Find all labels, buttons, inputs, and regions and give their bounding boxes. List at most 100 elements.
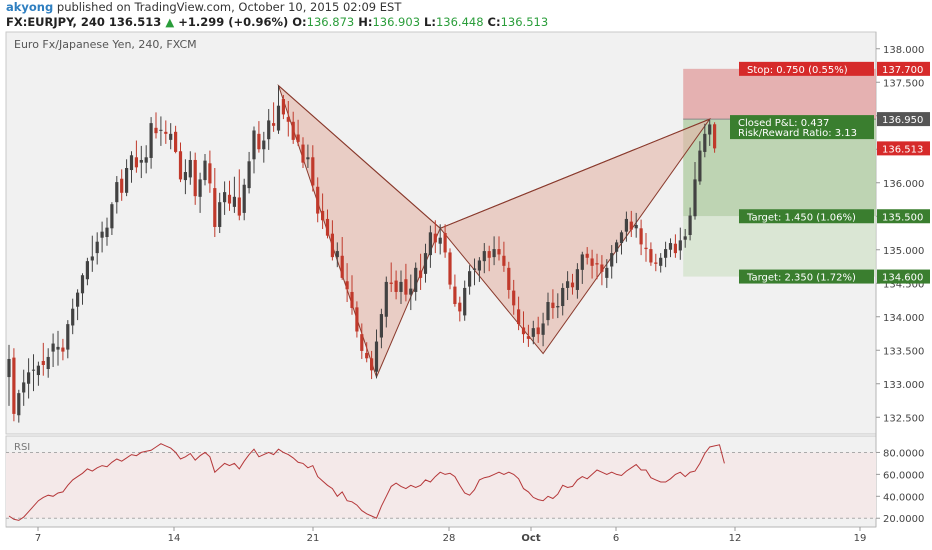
- candle-body: [477, 260, 481, 271]
- author-name[interactable]: akyong: [6, 0, 54, 14]
- candle-body: [394, 280, 398, 292]
- candle-body: [703, 133, 707, 152]
- candle: [546, 292, 550, 326]
- candle: [134, 140, 138, 173]
- candle-body: [80, 275, 85, 294]
- candle: [267, 109, 271, 150]
- candle-body: [188, 159, 192, 178]
- candle-body: [51, 343, 55, 352]
- candle: [272, 102, 276, 132]
- candle: [570, 273, 575, 295]
- candle: [144, 145, 148, 174]
- candle-body: [345, 281, 349, 290]
- candle-body: [512, 290, 516, 306]
- candle: [46, 348, 50, 378]
- candle-body: [178, 151, 183, 180]
- candle-body: [404, 279, 408, 295]
- candle: [159, 116, 163, 146]
- candle: [492, 236, 496, 266]
- candle: [644, 233, 648, 262]
- candle-body: [668, 243, 673, 250]
- x-tick-label: 21: [307, 533, 320, 544]
- candle-body: [409, 288, 413, 295]
- candle: [683, 228, 687, 248]
- candle: [335, 242, 339, 268]
- candle-body: [585, 253, 589, 258]
- candle-body: [487, 251, 491, 258]
- price-value-text: 135.500: [882, 212, 923, 223]
- price-label-text: Target: 2.350 (1.72%): [746, 273, 856, 284]
- y-tick-label: 136.000: [883, 179, 924, 190]
- candle: [276, 85, 281, 134]
- candle: [291, 111, 295, 144]
- candle-body: [570, 282, 575, 288]
- candle-body: [482, 251, 486, 262]
- candle-body: [619, 232, 624, 244]
- candle-body: [56, 346, 60, 350]
- candle: [237, 169, 241, 221]
- candle: [169, 123, 173, 150]
- price-value-tag: [877, 269, 930, 284]
- candle-body: [526, 336, 530, 339]
- candle-body: [159, 129, 163, 131]
- candle: [423, 243, 428, 283]
- high-value: 136.903: [372, 15, 421, 29]
- rsi-tick-label: 80.0000: [883, 448, 924, 459]
- candle: [649, 242, 653, 266]
- candle: [110, 202, 114, 236]
- candle-body: [41, 360, 45, 365]
- candles: [7, 85, 717, 423]
- candle: [247, 151, 251, 194]
- candle: [566, 271, 570, 300]
- candle: [365, 342, 369, 363]
- price-label-text: Stop: 0.750 (0.55%): [747, 65, 848, 76]
- candle: [556, 293, 560, 319]
- candle: [678, 227, 682, 260]
- candle-body: [374, 341, 379, 372]
- candle: [394, 270, 398, 300]
- candle: [713, 122, 717, 153]
- candle: [605, 259, 609, 288]
- candle-body: [507, 267, 511, 290]
- candle: [610, 245, 614, 279]
- target2-zone: [683, 216, 876, 277]
- y-tick-label: 134.000: [883, 313, 924, 324]
- candle: [443, 224, 447, 258]
- y-tick-label: 133.000: [883, 380, 924, 391]
- candle: [595, 253, 599, 280]
- candle-body: [183, 172, 187, 181]
- price-label-text: Target: 1.450 (1.06%): [746, 212, 856, 223]
- candle-body: [110, 204, 114, 229]
- candle: [183, 159, 187, 195]
- candle-body: [252, 130, 256, 160]
- candle: [615, 239, 619, 264]
- change-value: +1.299 (+0.96%): [178, 15, 289, 29]
- candle-body: [502, 255, 506, 266]
- close-value: 136.513: [500, 15, 549, 29]
- candle-body: [325, 218, 330, 236]
- price-labels: 137.700 Stop: 0.750 (0.55%) 136.950 Closed …: [730, 61, 930, 284]
- candle: [708, 119, 712, 146]
- candle-body: [428, 232, 432, 256]
- candle-body: [688, 215, 692, 236]
- candle: [468, 265, 472, 295]
- candle: [659, 253, 663, 273]
- candle: [178, 142, 183, 183]
- candle-body: [321, 210, 325, 221]
- candle-body: [399, 281, 403, 292]
- price-value-tag: [877, 209, 930, 224]
- candle: [306, 144, 310, 169]
- candle: [85, 257, 89, 286]
- candle: [218, 192, 222, 233]
- candle: [232, 176, 236, 213]
- candle: [703, 123, 707, 158]
- ohlc-bar: FX:EURJPY, 240 136.513 ▲ +1.299 (+0.96%)…: [6, 15, 548, 29]
- candle: [198, 172, 202, 213]
- candle-body: [698, 150, 702, 182]
- candle-body: [654, 262, 658, 264]
- candle-body: [517, 309, 521, 325]
- close-label: C:: [487, 15, 501, 29]
- candle-body: [521, 327, 526, 335]
- candle-body: [355, 307, 359, 332]
